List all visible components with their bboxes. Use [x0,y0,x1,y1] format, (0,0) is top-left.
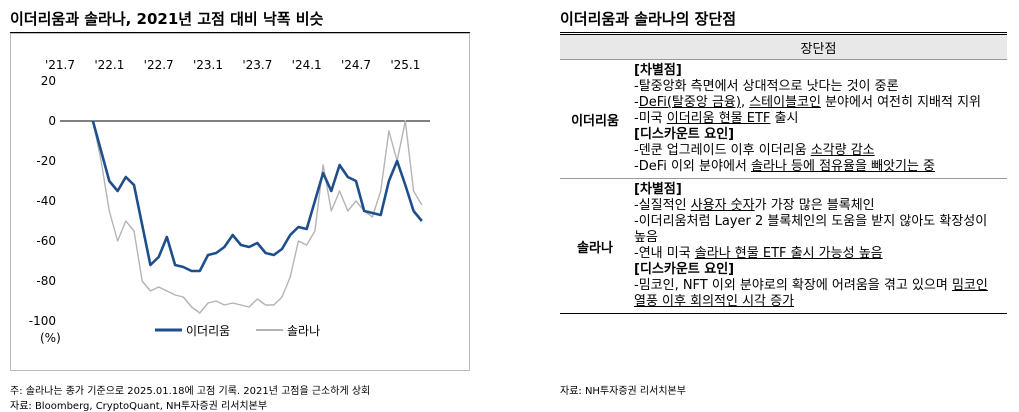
bullet-line: -연내 미국 솔라나 현물 ETF 출시 가능성 높음 [634,246,1003,262]
line-text: 출시 [770,111,799,126]
underlined-text: 솔라나 등에 점유율을 빼앗기는 중 [751,159,935,174]
x-tick-label: '25.1 [390,58,420,72]
x-tick-label: '21.7 [45,58,75,72]
chart-panel: '21.7 '22.1 '22.7 '23.1 '23.7 '24.1 '24.7 '25.1… [10,33,470,371]
table-header: 장단점 [630,34,1007,60]
y-tick-label: -40 [36,194,56,208]
bullet-line: -탈중앙화 측면에서 상대적으로 낫다는 것이 중론 [634,79,1003,95]
line-text: -미국 [634,111,667,126]
right-title-rule [560,32,1007,33]
line-text: -밈코인, NFT 이외 분야로의 확장에 어려움을 겪고 있으며 [634,278,952,293]
underlined-text: 스테이블코인 [749,95,821,110]
bullet-line: -밈코인, NFT 이외 분야로의 확장에 어려움을 겪고 있으며 밈코인 열풍… [634,278,1003,310]
line-text: 분야에서 여전히 지배적 지위 [820,95,982,110]
pros-cons-table: 장단점 이더리움 [차별점] -탈중앙화 측면에서 상대적으로 낫다는 것이 중론… [560,34,1007,314]
x-tick-label: '22.1 [94,58,124,72]
chart-footnote: 주: 솔라나는 종가 기준으로 2025.01.18에 고점 기록. 2021년… [10,386,371,397]
chart-source: 자료: Bloomberg, CryptoQuant, NH투자증권 리서치본부 [10,401,268,412]
line-text: - [634,95,639,110]
line-text: -탈중앙화 측면에서 상대적으로 낫다는 것이 중론 [634,79,899,94]
x-tick-label: '23.1 [193,58,223,72]
section-heading: [디스카운트 요인] [634,127,735,142]
bullet-line: -이더리움처럼 Layer 2 블록체인의 도움을 받지 않아도 확장성이 높음 [634,214,1003,246]
table-row: 이더리움 [차별점] -탈중앙화 측면에서 상대적으로 낫다는 것이 중론 -DeF… [560,59,1007,179]
table-title: 이더리움과 솔라나의 장단점 [560,10,737,28]
y-tick-label: -60 [36,234,56,248]
bullet-line: -미국 이더리움 현물 ETF 출시 [634,111,1003,127]
line-text: -이더리움처럼 Layer 2 블록체인의 도움을 받지 않아도 확장성이 높음 [634,214,988,245]
section-heading: [차별점] [634,182,682,197]
y-tick-label: -100 [29,314,56,328]
y-tick-label: 0 [48,114,56,128]
y-tick-label: -80 [36,274,56,288]
bullet-line: -덴쿤 업그레이드 이후 이더리움 소각량 감소 [634,143,1003,159]
left-title-rule [10,32,470,33]
y-axis-unit: (%) [40,331,61,345]
line-text: -연내 미국 [634,246,695,261]
table-row: 솔라나 [차별점] -실질적인 사용자 숫자가 가장 많은 블록체인 -이더리움처럼… [560,178,1007,314]
section-heading: [디스카운트 요인] [634,262,735,277]
table-source: 자료: NH투자증권 리서치본부 [560,386,686,397]
x-tick-label: '24.1 [292,58,322,72]
legend-label-solana: 솔라나 [287,324,320,338]
y-tick-label: 20 [41,74,56,88]
bullet-line: -실질적인 사용자 숫자가 가장 많은 블록체인 [634,198,1003,214]
y-tick-label: -20 [36,154,56,168]
underlined-text: 소각량 감소 [810,143,875,158]
chart-title: 이더리움과 솔라나, 2021년 고점 대비 낙폭 비슷 [10,10,324,28]
line-chart: '21.7 '22.1 '22.7 '23.1 '23.7 '24.1 '24.7 '25.1… [10,33,470,371]
line-text: -DeFi 이외 분야에서 [634,159,751,174]
underlined-text: 솔라나 현물 ETF 출시 가능성 높음 [694,246,883,261]
x-tick-label: '24.7 [341,58,371,72]
series-line-ethereum [91,120,423,273]
row-content-solana: [차별점] -실질적인 사용자 숫자가 가장 많은 블록체인 -이더리움처럼 Lay… [630,178,1007,314]
legend-label-ethereum: 이더리움 [186,324,230,338]
line-text: -덴쿤 업그레이드 이후 이더리움 [634,143,811,158]
chart-frame [10,33,470,371]
row-label-solana: 솔라나 [560,178,630,314]
underlined-text: DeFi(탈중앙 금융) [638,95,741,110]
row-label-ethereum: 이더리움 [560,59,630,179]
section-heading: [차별점] [634,63,682,78]
underlined-text: 이더리움 현물 ETF [666,111,771,126]
series-line-solana [92,120,423,314]
line-text: -실질적인 [634,198,691,213]
line-text: , [740,95,750,110]
chart-legend: 이더리움 솔라나 [155,324,320,338]
row-content-ethereum: [차별점] -탈중앙화 측면에서 상대적으로 낫다는 것이 중론 -DeFi(탈중앙… [630,59,1007,179]
x-tick-label: '23.7 [242,58,272,72]
x-tick-label: '22.7 [144,58,174,72]
table-corner-cell [560,34,630,60]
underlined-text: 밈코인 열풍 이후 회의적인 시각 증가 [634,278,988,309]
line-text: 가 가장 많은 블록체인 [754,198,875,213]
underlined-text: 사용자 숫자 [690,198,755,213]
bullet-line: -DeFi(탈중앙 금융), 스테이블코인 분야에서 여전히 지배적 지위 [634,95,1003,111]
bullet-line: -DeFi 이외 분야에서 솔라나 등에 점유율을 빼앗기는 중 [634,159,1003,175]
